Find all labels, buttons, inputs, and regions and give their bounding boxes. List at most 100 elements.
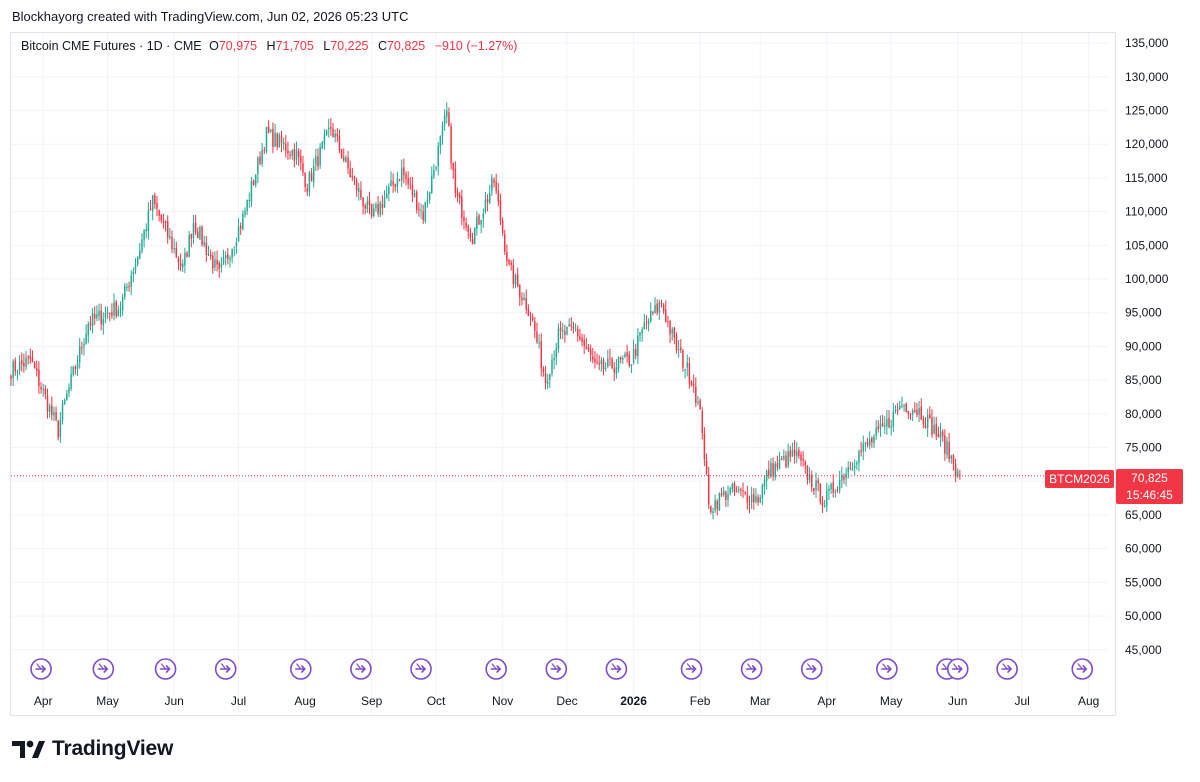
candle-body [214,259,216,268]
candle-body [12,361,14,378]
candle-body [649,310,652,322]
event-marker-icon[interactable] [214,658,237,680]
tradingview-logo[interactable]: TradingView [12,734,173,764]
candle-body [832,482,834,493]
price-tick-label: 55,000 [1125,575,1162,589]
candle-body [935,424,938,436]
event-marker-icon[interactable] [485,658,507,680]
candle-body [130,276,132,287]
candle-body [188,235,190,257]
candle-body [660,303,663,305]
candle-body [332,128,334,138]
candle-body [443,115,446,125]
candle-body [36,368,38,371]
candle-body [132,271,135,275]
candle-body [156,202,158,209]
candle-body [338,136,341,151]
candle-body [527,309,530,316]
price-tick-label: 95,000 [1125,306,1162,320]
event-marker-icon[interactable] [740,658,763,680]
candle-body [546,381,549,384]
event-marker-icon[interactable] [1071,658,1094,680]
candle-body [883,425,886,428]
candle-body [785,455,787,467]
candle-body [536,331,538,342]
candle-body [729,488,731,494]
candle-body [55,411,57,420]
candle-body [731,484,734,490]
candle-body [315,156,317,165]
candle-body [450,126,452,163]
candle-body [23,362,25,367]
event-marker-icon[interactable] [350,658,372,680]
candle-body [222,258,225,264]
candle-body [841,475,843,481]
candle-body [656,303,658,313]
event-markers [30,658,1094,680]
candle-body [85,333,87,345]
candle-body [903,404,905,406]
event-marker-icon[interactable] [876,658,898,680]
candle-body [282,142,285,145]
candle-body [596,361,598,364]
event-marker-tick [953,663,959,670]
event-marker-icon[interactable] [92,658,115,680]
candle-body [267,126,270,134]
candle-body [804,461,807,465]
candle-body [143,230,145,241]
candle-body [641,329,643,334]
candle-body [261,149,263,165]
candle-body [673,327,676,338]
event-marker-icon[interactable] [946,658,969,680]
chart-pane[interactable] [10,32,1116,716]
candle-body [439,135,442,147]
candle-body [510,262,512,265]
candle-body [652,311,654,314]
event-marker-icon[interactable] [30,658,52,680]
candle-body [478,215,480,225]
candle-body [171,236,173,250]
event-marker-tick [686,663,693,670]
last-price-badge: 70,825 15:46:45 [1116,469,1183,504]
candle-body [358,188,360,193]
candle-body [186,253,188,257]
candle-body [916,409,918,415]
event-marker-icon[interactable] [996,658,1018,680]
candle-body [385,193,388,198]
candle-body [422,211,424,221]
candle-body [671,329,673,334]
candle-body [237,226,240,242]
candle-body [435,167,437,169]
price-tick-label: 45,000 [1125,643,1162,657]
candle-body [592,356,594,360]
candle-body [540,341,543,369]
candle-body [572,327,575,329]
candle-body [873,436,875,444]
candle-body [538,342,540,344]
event-marker-icon[interactable] [154,658,177,680]
candle-body [611,358,613,369]
candle-body [355,180,358,191]
candle-body [905,403,907,413]
candle-body [173,248,175,250]
candle-body [707,474,710,505]
symbol-label[interactable]: Bitcoin CME Futures · 1D · CME [21,39,202,53]
candle-body [607,358,609,367]
candle-body [583,340,585,346]
candle-body [628,354,631,366]
candle-body [400,168,403,181]
event-marker-icon[interactable] [605,658,628,680]
event-marker-icon[interactable] [800,658,823,680]
candle-body [154,195,156,204]
candle-body [287,150,289,154]
candle-body [231,248,233,258]
candle-body [203,241,205,246]
candle-body [469,232,472,238]
event-marker-icon[interactable] [290,658,312,680]
candle-body [74,367,77,369]
event-marker-icon[interactable] [545,658,568,680]
event-marker-icon[interactable] [680,658,703,680]
candle-body [291,150,293,156]
event-marker-icon[interactable] [410,658,432,680]
